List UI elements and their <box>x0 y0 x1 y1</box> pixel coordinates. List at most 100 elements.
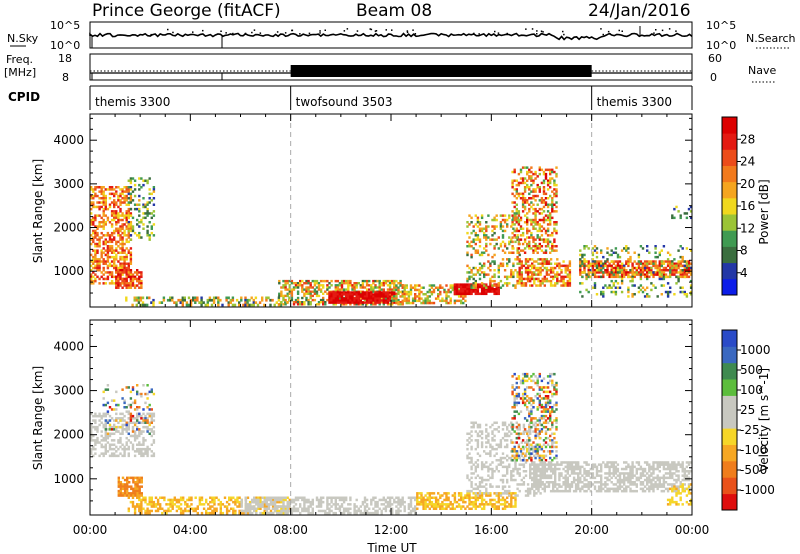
echo-cell <box>480 227 484 230</box>
echo-cell <box>309 301 312 304</box>
echo-cell <box>583 262 586 265</box>
echo-cell <box>133 430 137 433</box>
echo-cell <box>403 500 406 504</box>
echo-cell <box>294 286 298 289</box>
echo-cell <box>517 192 521 196</box>
echo-cell <box>637 273 641 276</box>
echo-cell <box>94 231 97 235</box>
echo-cell <box>284 279 287 283</box>
echo-cell <box>186 498 189 502</box>
echo-cell <box>589 271 592 274</box>
echo-cell <box>123 483 127 486</box>
echo-cell <box>90 253 93 257</box>
echo-cell <box>113 229 116 233</box>
echo-cell <box>349 279 352 283</box>
echo-cell <box>117 286 120 289</box>
echo-cell <box>495 452 498 455</box>
echo-cell <box>115 255 118 259</box>
echo-cell <box>533 264 536 268</box>
echo-cell <box>457 288 461 292</box>
echo-cell <box>524 262 528 265</box>
echo-cell <box>142 439 145 442</box>
echo-cell <box>616 282 620 285</box>
echo-cell <box>551 242 554 246</box>
echo-cell <box>134 485 137 488</box>
echo-cell <box>499 456 503 460</box>
echo-cell <box>414 286 417 289</box>
echo-cell <box>148 509 151 513</box>
echo-cell <box>152 441 156 444</box>
echo-cell <box>307 298 310 302</box>
echo-cell <box>355 284 358 287</box>
echo-cell <box>660 262 663 265</box>
echo-cell <box>183 296 186 300</box>
echo-cell <box>499 441 503 444</box>
echo-cell <box>662 266 666 270</box>
echo-cell <box>278 303 281 306</box>
echo-cell <box>629 255 632 259</box>
echo-cell <box>489 463 492 466</box>
echo-cell <box>497 492 500 495</box>
echo-cell <box>422 505 425 508</box>
echo-cell <box>524 266 528 270</box>
echo-cell <box>286 509 289 513</box>
echo-cell <box>476 445 480 449</box>
echo-cell <box>119 203 122 206</box>
echo-cell <box>345 498 348 502</box>
echo-cell <box>148 500 151 504</box>
echo-cell <box>185 303 189 307</box>
echo-cell <box>474 266 477 270</box>
echo-cell <box>641 269 645 272</box>
echo-cell <box>138 494 141 497</box>
echo-cell <box>148 188 151 191</box>
echo-cell <box>552 266 555 270</box>
echo-cell <box>146 454 149 458</box>
echo-cell <box>138 443 141 447</box>
echo-cell <box>536 210 539 213</box>
echo-cell <box>365 288 369 291</box>
echo-cell <box>140 271 143 274</box>
echo-cell <box>338 291 342 294</box>
echo-cell <box>534 210 537 213</box>
echo-cell <box>523 177 527 180</box>
echo-cell <box>138 271 141 274</box>
echo-cell <box>244 298 247 302</box>
echo-cell <box>361 511 365 515</box>
echo-cell <box>468 245 471 248</box>
echo-cell <box>420 286 423 289</box>
echo-cell <box>108 255 112 259</box>
echo-cell <box>610 275 613 279</box>
echo-cell <box>115 190 118 193</box>
echo-cell <box>546 197 550 200</box>
echo-cell <box>445 293 448 296</box>
echo-cell <box>131 227 135 230</box>
echo-cell <box>466 231 469 235</box>
echo-cell <box>117 240 120 244</box>
echo-cell <box>248 500 252 504</box>
echo-cell <box>125 238 128 241</box>
echo-cell <box>133 399 137 402</box>
echo-cell <box>326 284 329 287</box>
echo-cell <box>606 251 609 254</box>
echo-cell <box>468 271 471 274</box>
echo-cell <box>253 500 256 504</box>
echo-cell <box>669 286 672 289</box>
echo-cell <box>675 271 678 274</box>
echo-cell <box>365 284 369 287</box>
echo-cell <box>478 223 482 226</box>
echo-cell <box>587 275 590 279</box>
echo-cell <box>113 212 116 215</box>
echo-cell <box>395 511 398 515</box>
echo-cell <box>416 288 419 292</box>
echo-cell <box>424 498 427 502</box>
echo-cell <box>499 223 503 226</box>
echo-cell <box>671 269 674 272</box>
echo-cell <box>211 505 214 508</box>
echo-cell <box>518 269 521 272</box>
nsearch-dot <box>621 30 623 32</box>
echo-cell <box>96 425 99 429</box>
echo-cell <box>244 303 247 307</box>
echo-cell <box>265 509 268 513</box>
echo-cell <box>476 498 480 502</box>
echo-cell <box>138 214 141 217</box>
